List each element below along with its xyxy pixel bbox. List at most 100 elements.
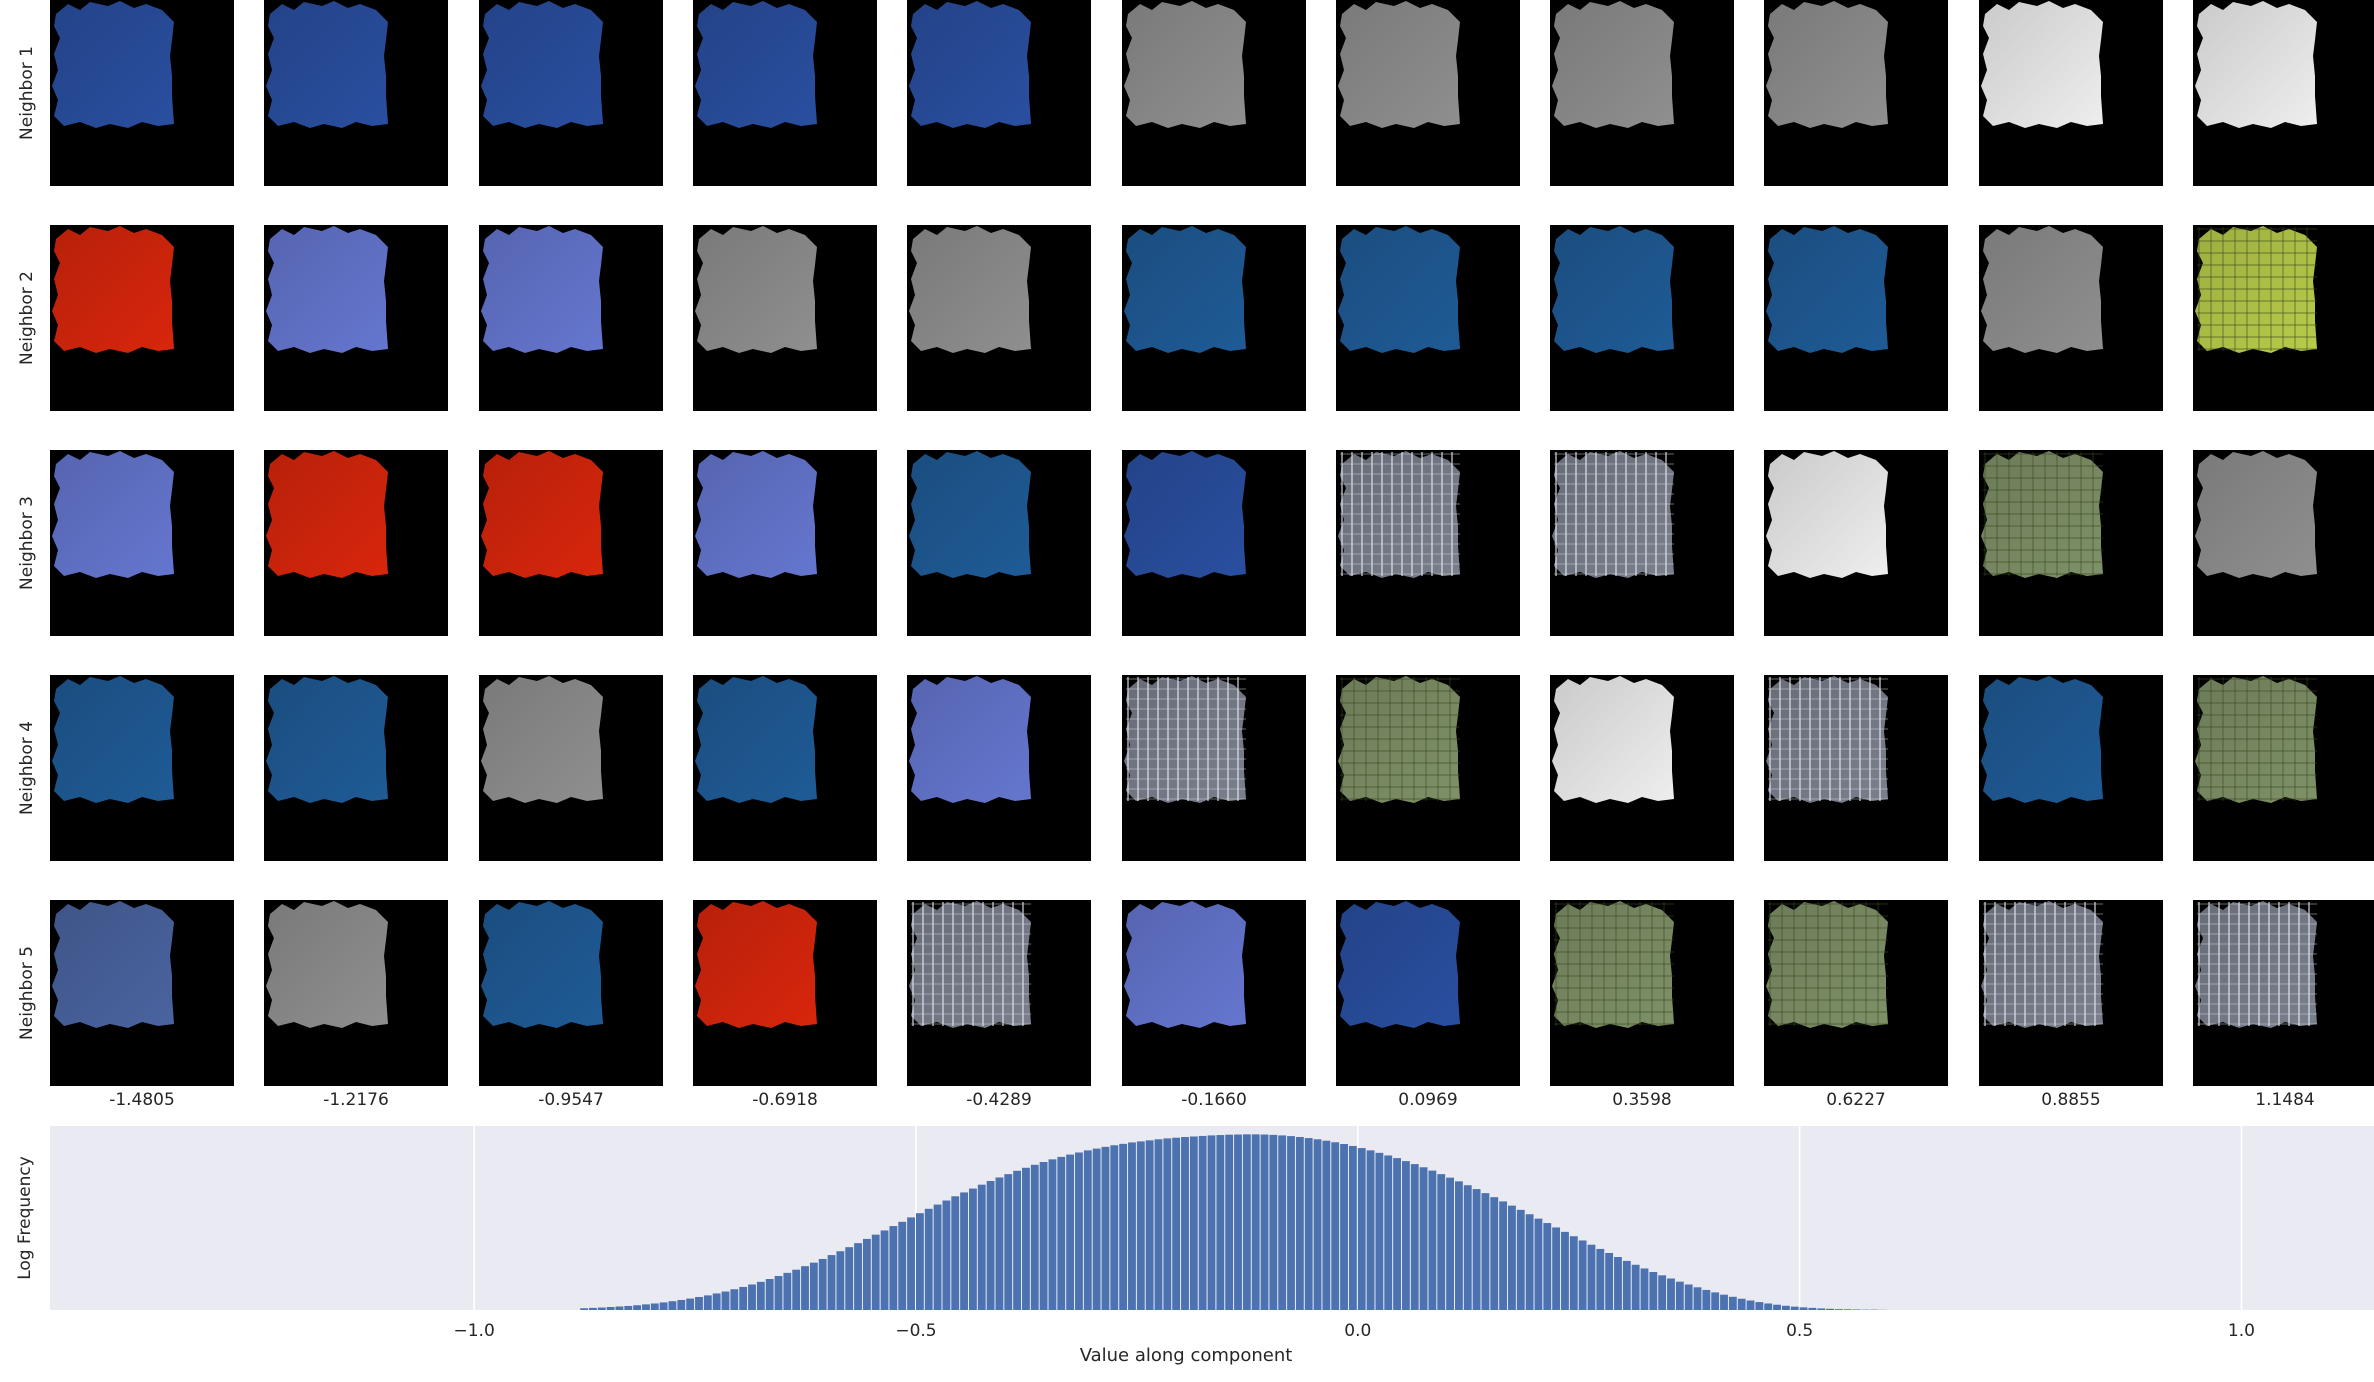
histogram-bar xyxy=(1561,1231,1569,1310)
histogram-bar xyxy=(1066,1154,1075,1310)
histogram-bar xyxy=(1075,1152,1083,1310)
histogram-bar xyxy=(889,1226,898,1310)
histogram-chart: −1.0 −0.5 0.0 0.5 1.0 Value along component Lo… xyxy=(15,1126,2374,1366)
histogram-bar xyxy=(1728,1296,1737,1310)
neighbor-image-tile xyxy=(1764,450,1948,636)
histogram-bar xyxy=(1463,1185,1472,1310)
histogram-bar xyxy=(642,1304,650,1310)
histogram-bar xyxy=(792,1269,801,1310)
histogram-bar xyxy=(933,1204,942,1310)
histogram-bar xyxy=(801,1266,809,1310)
histogram-bar xyxy=(703,1295,712,1310)
histogram-bar xyxy=(1490,1197,1499,1310)
row-label-neighbor-3: Neighbor 3 xyxy=(17,496,37,590)
histogram-bar xyxy=(1401,1161,1410,1310)
neighbor-image-tile xyxy=(1979,225,2163,411)
histogram-bar xyxy=(1852,1309,1861,1310)
histogram-bar xyxy=(1693,1287,1702,1310)
histogram-bar xyxy=(1013,1170,1022,1310)
histogram-bar xyxy=(1799,1307,1808,1310)
histogram-bar xyxy=(1817,1308,1826,1310)
histogram-bar xyxy=(686,1298,695,1310)
neighbor-image-tile xyxy=(1336,450,1520,636)
histogram-bar xyxy=(977,1184,986,1310)
histogram-bar xyxy=(1614,1257,1622,1310)
histogram-bar xyxy=(1640,1268,1649,1310)
histogram-bar xyxy=(827,1255,836,1310)
histogram-bar xyxy=(1428,1170,1437,1310)
histogram-bar xyxy=(1260,1134,1269,1310)
neighbor-image-tile xyxy=(50,0,234,186)
histogram-bar xyxy=(1304,1138,1313,1310)
histogram-bar xyxy=(1675,1281,1684,1310)
neighbor-image-tile xyxy=(1336,0,1520,186)
neighbor-image-grid: Neighbor 1 Neighbor 2 Neighbor 3 Neighbor 4… xyxy=(17,0,2374,1110)
histogram-bar xyxy=(668,1301,677,1310)
histogram-bar xyxy=(1119,1143,1128,1310)
histogram-bar xyxy=(809,1262,818,1310)
neighbor-image-tile xyxy=(479,225,663,411)
neighbor-image-tile xyxy=(693,675,877,861)
neighbor-image-tile xyxy=(264,225,448,411)
histogram-bar xyxy=(1216,1135,1225,1310)
histogram-bar xyxy=(1092,1148,1101,1310)
histogram-bar xyxy=(862,1238,871,1310)
histogram-bar xyxy=(1057,1156,1066,1310)
histogram-bar xyxy=(915,1213,924,1310)
histogram-bar xyxy=(1605,1252,1614,1310)
neighbor-image-tile xyxy=(1979,0,2163,186)
column-value-label: -0.1660 xyxy=(1181,1090,1247,1110)
neighbor-image-tile xyxy=(1122,450,1306,636)
histogram-bar xyxy=(1596,1248,1605,1310)
histogram-bar xyxy=(1278,1135,1287,1310)
histogram-bar xyxy=(1764,1303,1773,1310)
histogram-bar xyxy=(1455,1181,1463,1310)
histogram-bar xyxy=(1834,1309,1843,1310)
x-tick-label: −1.0 xyxy=(454,1321,495,1341)
histogram-bar xyxy=(1516,1209,1525,1310)
neighbor-image-tile xyxy=(1122,900,1306,1086)
histogram-bar xyxy=(907,1217,915,1310)
histogram-bar xyxy=(756,1281,765,1310)
histogram-panel: −1.0 −0.5 0.0 0.5 1.0 Value along component Lo… xyxy=(0,1110,2374,1382)
neighbor-image-tile xyxy=(1550,225,1734,411)
histogram-bar xyxy=(1366,1150,1375,1310)
histogram-bar xyxy=(1189,1136,1198,1310)
histogram-bar xyxy=(818,1258,827,1310)
histogram-bar xyxy=(1843,1309,1852,1310)
histogram-bar xyxy=(898,1221,907,1310)
neighbor-image-tile xyxy=(1764,225,1948,411)
neighbor-image-tile xyxy=(1764,675,1948,861)
column-value-label: 0.0969 xyxy=(1398,1090,1458,1110)
neighbor-image-tile xyxy=(479,900,663,1086)
x-tick-label: 1.0 xyxy=(2228,1321,2255,1341)
histogram-bar xyxy=(1543,1223,1552,1310)
histogram-bar xyxy=(1172,1137,1181,1310)
neighbor-image-tile xyxy=(50,900,234,1086)
histogram-bar xyxy=(871,1234,880,1310)
neighbor-image-tile xyxy=(1336,225,1520,411)
histogram-bar xyxy=(1711,1292,1720,1310)
neighbor-image-tile xyxy=(50,675,234,861)
row-label-neighbor-1: Neighbor 1 xyxy=(17,46,37,140)
neighbor-image-tile xyxy=(1550,900,1734,1086)
neighbor-image-tile xyxy=(1336,900,1520,1086)
histogram-bar xyxy=(765,1279,774,1310)
histogram-bar xyxy=(721,1291,730,1310)
histogram-bar xyxy=(1375,1152,1384,1310)
histogram-bar xyxy=(712,1293,721,1310)
histogram-bar xyxy=(1393,1158,1401,1310)
histogram-bar xyxy=(1773,1304,1781,1310)
neighbor-image-tile xyxy=(1550,0,1734,186)
histogram-bar xyxy=(1622,1260,1631,1310)
neighbor-image-tile xyxy=(693,900,877,1086)
histogram-bar xyxy=(624,1305,633,1310)
histogram-bar xyxy=(695,1296,703,1310)
histogram-bar xyxy=(1746,1300,1755,1310)
histogram-bar xyxy=(1534,1218,1543,1310)
histogram-bar xyxy=(1702,1289,1711,1310)
histogram-bar xyxy=(615,1306,624,1310)
histogram-bar xyxy=(880,1230,889,1310)
histogram-bar xyxy=(1384,1155,1393,1310)
histogram-bar xyxy=(942,1200,951,1310)
